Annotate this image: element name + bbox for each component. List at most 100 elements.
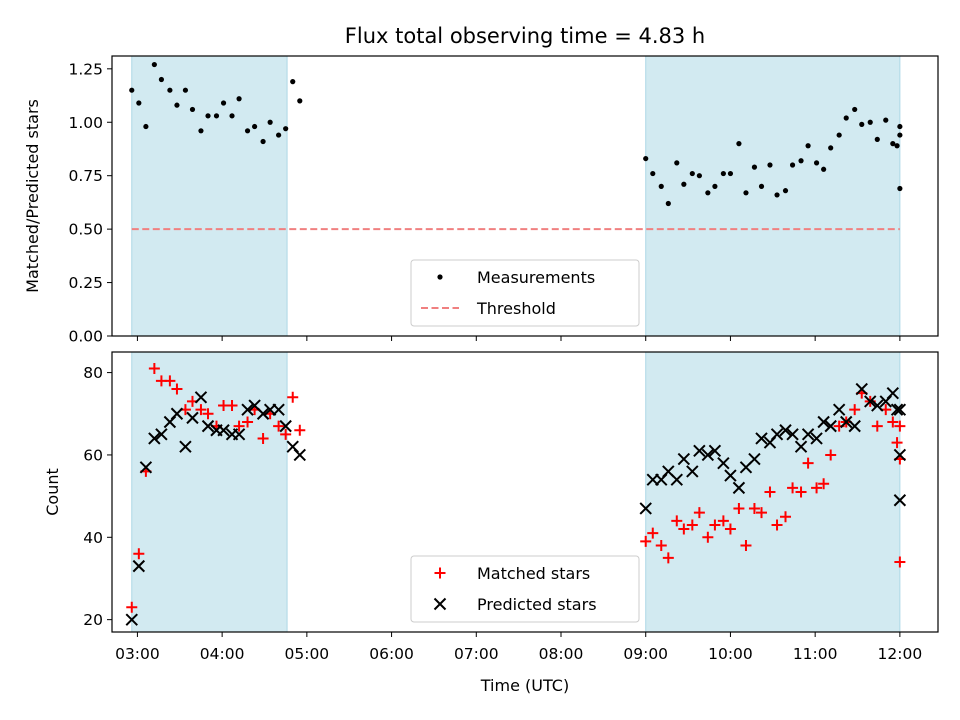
- predicted-star-point: [686, 465, 699, 478]
- ratio-y-label: Matched/Predicted stars: [23, 99, 42, 293]
- measurement-point: [674, 160, 680, 166]
- measurement-point: [751, 164, 758, 170]
- measurement-point: [151, 61, 157, 68]
- predicted-star-point: [186, 411, 199, 425]
- predicted-star-point: [755, 432, 768, 445]
- x-tick-label: 05:00: [285, 645, 330, 663]
- x-tick-label: 09:00: [623, 645, 668, 663]
- matched-star-point: [724, 523, 736, 535]
- y-tick-label: 20: [83, 611, 103, 629]
- measurement-point: [894, 143, 900, 149]
- measurement-point: [836, 132, 842, 138]
- measurement-point: [897, 132, 903, 138]
- predicted-star-point: [155, 428, 168, 441]
- matched-star-point: [671, 515, 683, 527]
- observing-windows-top: [131, 55, 901, 337]
- measurement-point: [174, 102, 180, 108]
- count-x-axis: 03:00 04:00 05:00 06:00 07:00 08:00 09:00 10:00…: [115, 632, 922, 663]
- measurement-point: [828, 145, 834, 151]
- predicted-star-point: [148, 432, 161, 445]
- matched-star-point: [294, 424, 306, 436]
- matched-star-point: [133, 548, 145, 560]
- matched-star-point: [148, 362, 160, 374]
- matched-star-point: [655, 540, 667, 552]
- predicted-star-point: [864, 395, 877, 408]
- measurement-point: [681, 181, 687, 187]
- measurement-point: [136, 100, 142, 106]
- legend-marker: [437, 274, 443, 280]
- measurement-point: [897, 185, 903, 192]
- measurement-point: [658, 183, 664, 189]
- measurement-point: [167, 87, 173, 93]
- predicted-star-point: [241, 403, 254, 416]
- measurement-point: [890, 141, 896, 147]
- predicted-star-point: [132, 559, 146, 573]
- x-axis-label: Time (UTC): [480, 676, 569, 695]
- measurement-point: [897, 123, 903, 130]
- x-tick-label: 07:00: [454, 645, 499, 663]
- matched-star-point: [894, 556, 906, 568]
- legend-label: Predicted stars: [477, 595, 597, 614]
- measurement-point: [276, 132, 282, 138]
- matched-star-point: [662, 552, 674, 564]
- predicted-star-point: [701, 448, 715, 462]
- matched-star-point: [811, 482, 823, 494]
- matched-star-point: [849, 404, 861, 416]
- measurement-point: [859, 121, 865, 127]
- predicted-star-point: [848, 419, 861, 433]
- predicted-star-point: [817, 415, 830, 429]
- x-tick-label: 04:00: [200, 645, 245, 663]
- predicted-star-point: [724, 469, 737, 482]
- measurement-point: [143, 123, 149, 130]
- measurement-point: [813, 160, 820, 166]
- predicted-star-point: [179, 440, 192, 453]
- predicted-star-point: [748, 452, 761, 466]
- measurement-point: [743, 190, 749, 196]
- measurement-point: [267, 119, 273, 125]
- matched-star-point: [195, 404, 207, 416]
- measurement-point: [805, 143, 811, 149]
- matched-star-point: [647, 527, 659, 539]
- matched-star-point: [233, 420, 245, 432]
- matched-star-point: [686, 519, 698, 531]
- measurement-point: [252, 123, 258, 130]
- matched-star-point: [257, 432, 269, 444]
- predicted-star-point: [170, 407, 184, 420]
- predicted-star-point: [801, 428, 815, 441]
- matched-star-point: [709, 519, 721, 531]
- matched-star-point: [273, 420, 285, 432]
- matched-star-point: [242, 416, 254, 428]
- measurement-point: [189, 106, 196, 113]
- y-tick-label: 40: [83, 529, 103, 547]
- matched-star-point: [640, 535, 652, 547]
- predicted-star-point: [855, 382, 868, 396]
- count-panel-frame: [111, 351, 939, 633]
- predicted-star-point: [194, 391, 208, 404]
- matched-star-point: [164, 375, 176, 387]
- x-tick-label: 08:00: [539, 645, 584, 663]
- measurement-point: [758, 183, 765, 189]
- ratio-x-ticks: [136, 336, 901, 341]
- matched-star-point: [748, 502, 760, 514]
- shaded-interval-1: [645, 55, 901, 337]
- measurement-point: [720, 170, 726, 177]
- predicted-star-point: [890, 403, 904, 416]
- predicted-star-point: [779, 424, 792, 437]
- predicted-star-point: [786, 428, 799, 441]
- measurement-point: [736, 141, 742, 147]
- y-tick-label: 60: [83, 446, 103, 464]
- measurement-point: [236, 96, 242, 102]
- matched-star-point: [894, 420, 906, 432]
- measurement-point: [883, 117, 889, 123]
- measurement-point: [789, 162, 796, 168]
- measurement-point: [643, 155, 649, 162]
- measurement-point: [213, 113, 220, 119]
- y-tick-label: 0.00: [68, 328, 103, 346]
- count-y-label: Count: [43, 468, 62, 516]
- matched-star-point: [891, 437, 903, 449]
- matched-star-point: [280, 428, 292, 440]
- measurement-point: [297, 98, 303, 104]
- measurement-point: [712, 183, 718, 189]
- matched-star-point: [818, 478, 830, 490]
